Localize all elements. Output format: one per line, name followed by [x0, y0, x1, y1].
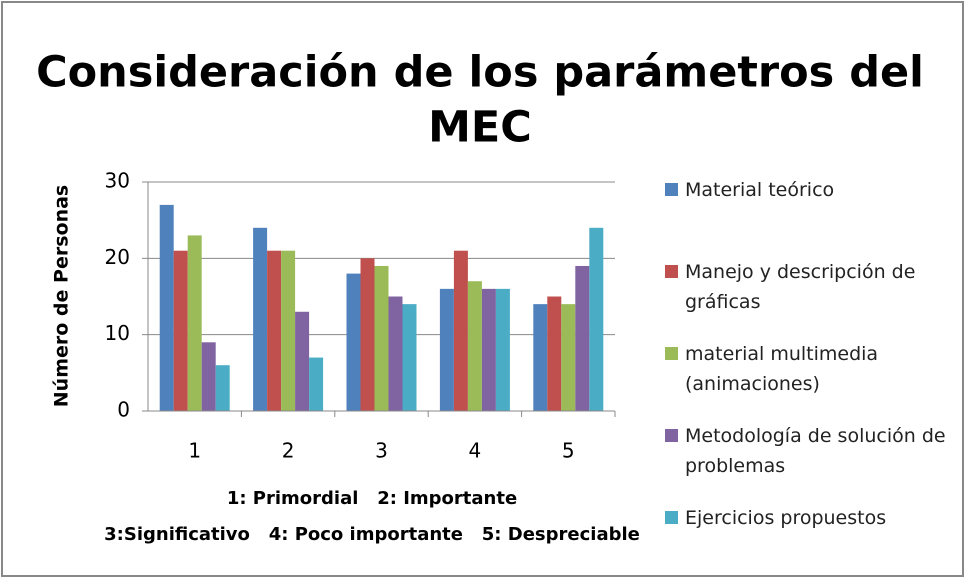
- bar: [295, 311, 310, 411]
- bar: [346, 273, 361, 411]
- legend-entry: Ejercicios propuestos: [665, 503, 955, 533]
- bar: [267, 250, 282, 411]
- bar: [547, 296, 562, 411]
- bar: [253, 227, 268, 411]
- y-axis-label: Número de Personas: [51, 185, 73, 407]
- bar: [187, 235, 202, 411]
- y-tick-label: 30: [105, 169, 130, 193]
- legend-label: Ejercicios propuestos: [685, 507, 887, 529]
- x-axis-label: 1: Primordial 2: Importante: [227, 488, 517, 509]
- x-tick-label: 5: [562, 439, 575, 463]
- bar: [575, 265, 590, 411]
- legend-label: Metodología de solución de problemas: [685, 425, 946, 477]
- legend-label: material multimedia (animaciones): [685, 343, 879, 395]
- x-tick-label: 1: [188, 439, 201, 463]
- chart-title: MEC: [428, 103, 532, 153]
- bar: [215, 365, 230, 411]
- x-axis-label: 3:Significativo 4: Poco importante 5: De…: [104, 524, 640, 545]
- legend-entry: material multimedia (animaciones): [665, 339, 955, 399]
- bar: [388, 296, 403, 411]
- bar: [281, 250, 296, 411]
- bar: [561, 304, 576, 411]
- legend-swatch: [665, 265, 678, 278]
- y-tick-label: 20: [105, 245, 130, 269]
- bar: [533, 304, 548, 411]
- bar: [374, 265, 389, 411]
- bar: [201, 342, 216, 411]
- bar: [309, 357, 324, 411]
- chart-title: Consideración de los parámetros del: [36, 48, 924, 98]
- bar: [589, 227, 604, 411]
- legend-entry: Material teórico: [665, 175, 955, 205]
- bar: [453, 250, 468, 411]
- bar: [467, 281, 482, 411]
- y-tick-label: 10: [105, 321, 130, 345]
- bar: [402, 304, 417, 411]
- legend-label: Manejo y descripción de gráficas: [685, 261, 916, 313]
- x-tick-label: 2: [282, 439, 295, 463]
- legend-label: Material teórico: [685, 179, 835, 201]
- x-tick-label: 3: [375, 439, 388, 463]
- bar: [159, 204, 174, 411]
- legend-swatch: [665, 511, 678, 524]
- y-tick-label: 0: [117, 398, 130, 422]
- bar: [481, 288, 496, 411]
- legend-swatch: [665, 429, 678, 442]
- bar: [360, 258, 375, 411]
- legend-swatch: [665, 183, 678, 196]
- legend-entry: Metodología de solución de problemas: [665, 421, 955, 481]
- bar: [439, 288, 454, 411]
- legend-entry: Manejo y descripción de gráficas: [665, 257, 955, 317]
- bar: [495, 288, 510, 411]
- x-tick-label: 4: [469, 439, 482, 463]
- bar: [173, 250, 188, 411]
- legend-swatch: [665, 347, 678, 360]
